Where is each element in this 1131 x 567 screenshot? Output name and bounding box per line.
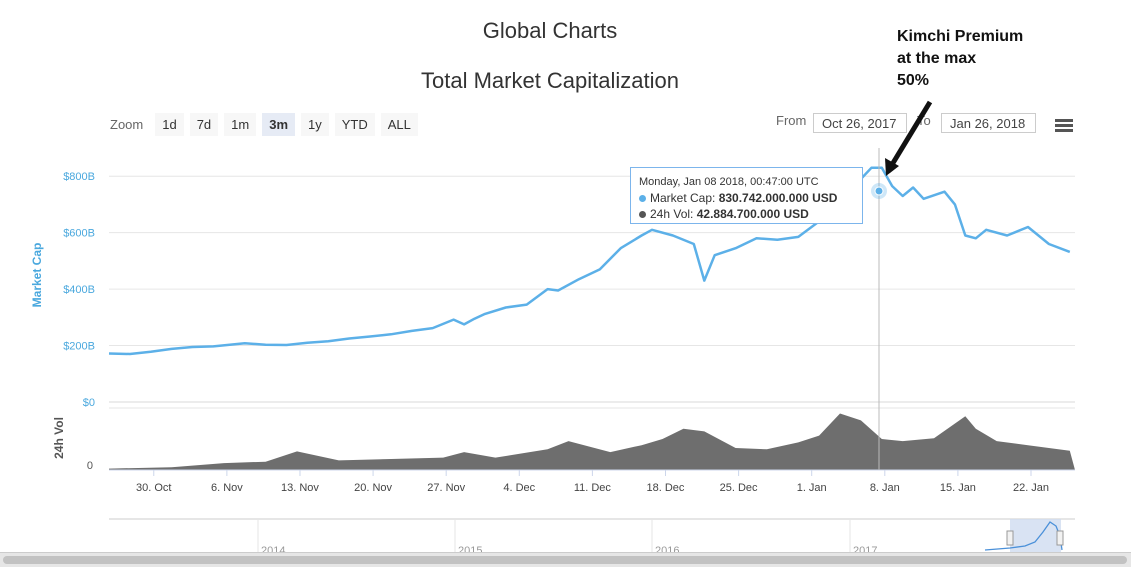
y-tick-label: $800B [63,171,95,183]
y-tick-label: $0 [83,397,95,409]
hover-marker [874,186,884,196]
x-tick-label: 1. Jan [797,482,827,494]
annotation-line-1: Kimchi Premium [897,28,1024,45]
page-scrollbar[interactable] [0,552,1131,567]
annotation-arrow [885,100,933,176]
x-tick-label: 11. Dec [574,482,612,494]
grid-lines [109,175,1075,409]
x-tick-label: 8. Jan [870,482,900,494]
y-tick-label: $200B [63,341,95,353]
scrollbar-thumb[interactable] [3,556,1127,564]
volume-area [109,413,1075,470]
zoom-label: Zoom [110,117,144,132]
y2-axis-label: 24h Vol [52,417,66,459]
market-cap-line [108,166,1071,356]
y-axis-label: Market Cap [30,243,44,308]
navigator-tick-label: 2015 [458,545,482,552]
volume-dot-icon [639,211,646,219]
from-date-input[interactable]: Oct 26, 2017 [813,113,907,133]
arrow-shaft [890,100,933,165]
tooltip-date: Monday, Jan 08 2018, 00:47:00 UTC [639,176,819,188]
x-tick-label: 4. Dec [503,482,535,494]
y2-axis-ticks: 0 [87,460,93,472]
market-cap-dot-icon [639,195,646,203]
annotation-line-3: 50% [897,72,930,89]
chart-title: Total Market Capitalization [420,68,679,93]
y-axis-ticks: $0 $200B $400B $600B $800B [63,171,95,409]
navigator-tick-label: 2016 [655,545,679,552]
navigator-handle[interactable] [1006,530,1014,546]
y2-tick-label: 0 [87,460,93,472]
x-tick-label: 6. Nov [211,482,243,494]
market-cap-series [108,166,1071,356]
to-date-input[interactable]: Jan 26, 2018 [941,113,1036,133]
tooltip-row-volume: 24h Vol: 42.884.700.000 USD [639,206,854,222]
x-axis-ticks: 30. Oct 6. Nov 13. Nov 20. Nov 27. Nov 4. Dec… [109,469,1075,494]
navigator: 2014 2015 2016 2017 [109,518,1075,552]
x-tick-label: 18. Dec [647,482,685,494]
tooltip-row-market-cap: Market Cap: 830.742.000.000 USD [639,190,854,206]
chart-tooltip: Monday, Jan 08 2018, 00:47:00 UTC Market… [630,167,863,224]
from-label: From [776,113,807,128]
navigator-handle[interactable] [1056,530,1064,546]
navigator-tick-label: 2014 [261,545,285,552]
tooltip-market-cap-value: 830.742.000.000 USD [718,191,838,205]
zoom-all-button[interactable]: ALL [380,113,418,136]
zoom-7d-button[interactable]: 7d [189,113,219,136]
hover-point [871,183,887,199]
x-tick-label: 22. Jan [1013,482,1049,494]
zoom-1y-button[interactable]: 1y [301,113,329,136]
y-tick-label: $400B [63,284,95,296]
page-title: Global Charts [482,18,618,43]
chart-canvas: $0 $200B $400B $600B $800B 0 Market Cap 24h … [30,100,1075,552]
zoom-ytd-button[interactable]: YTD [334,113,375,136]
menu-icon [1055,119,1073,122]
zoom-1d-button[interactable]: 1d [155,113,184,136]
tooltip-volume-value: 42.884.700.000 USD [696,207,809,221]
annotation-line-2: at the max [897,50,977,67]
x-tick-label: 20. Nov [354,482,392,494]
kimchi-annotation: Kimchi Premium at the max 50% [897,26,1023,92]
x-tick-label: 13. Nov [281,482,319,494]
x-tick-label: 25. Dec [720,482,758,494]
arrow-head [885,158,899,176]
x-tick-label: 27. Nov [427,482,465,494]
zoom-3m-button[interactable]: 3m [262,113,296,136]
navigator-tick-label: 2017 [853,545,877,552]
zoom-bar: Zoom 1d 7d 1m 3m 1y YTD ALL [110,113,418,136]
chart-menu-button[interactable] [1055,119,1073,133]
x-tick-label: 15. Jan [940,482,976,494]
y-tick-label: $600B [63,228,95,240]
x-tick-label: 30. Oct [136,482,171,494]
zoom-1m-button[interactable]: 1m [224,113,257,136]
volume-series [109,413,1075,470]
